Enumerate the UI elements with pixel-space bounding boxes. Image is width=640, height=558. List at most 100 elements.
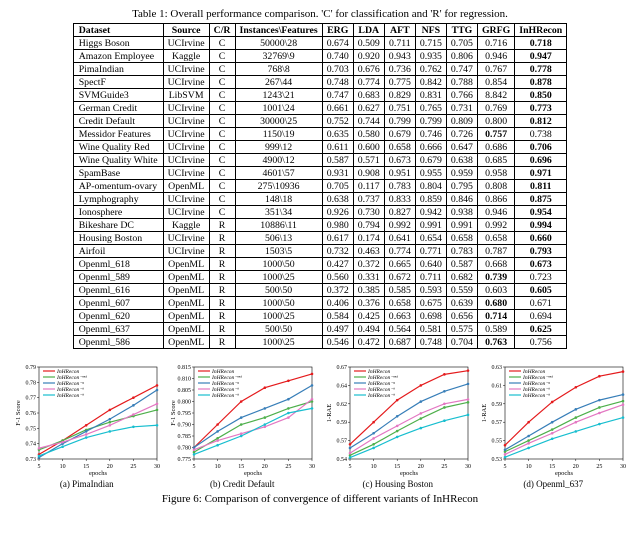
table-row: Housing BostonUCIrvineR506\130.6170.1740…: [73, 232, 567, 245]
table-cell: UCIrvine: [163, 167, 209, 180]
table-cell: 0.580: [353, 128, 384, 141]
table-cell: 0.765: [415, 102, 446, 115]
svg-text:20: 20: [262, 464, 268, 470]
svg-text:30: 30: [465, 464, 471, 470]
table-cell: 0.671: [515, 297, 567, 310]
table-cell: R: [209, 271, 235, 284]
table-row: Openml_637OpenMLR500\500.4970.4940.5640.…: [73, 323, 567, 336]
svg-text:20: 20: [573, 464, 579, 470]
table-cell: 30000\25: [235, 115, 322, 128]
table-cell: Kaggle: [163, 219, 209, 232]
table-cell: 0.639: [446, 297, 477, 310]
table-cell: 0.762: [415, 63, 446, 76]
table-cell: 0.647: [446, 141, 477, 154]
table-cell: 1000\25: [235, 336, 322, 349]
table-row: Openml_616OpenMLR500\500.3720.3850.5850.…: [73, 284, 567, 297]
table-cell: 0.732: [322, 245, 353, 258]
table-cell: 0.640: [415, 258, 446, 271]
col-header: ERG: [322, 24, 353, 37]
table-cell: UCIrvine: [163, 102, 209, 115]
svg-text:epochs: epochs: [400, 470, 419, 477]
table-cell: Bikeshare DC: [73, 219, 163, 232]
table-cell: C: [209, 154, 235, 167]
svg-text:25: 25: [130, 464, 136, 470]
svg-text:1-RAE: 1-RAE: [481, 404, 488, 422]
table-cell: 0.673: [384, 154, 415, 167]
table-cell: Amazon Employee: [73, 50, 163, 63]
table-cell: Wine Quality Red: [73, 141, 163, 154]
col-header: InHRecon: [515, 24, 567, 37]
table-cell: 0.812: [515, 115, 567, 128]
table-cell: Housing Boston: [73, 232, 163, 245]
table-cell: 0.757: [477, 128, 514, 141]
svg-text:epochs: epochs: [555, 470, 574, 477]
table-cell: C: [209, 193, 235, 206]
table-cell: 0.920: [353, 50, 384, 63]
table-cell: 0.658: [384, 297, 415, 310]
table-cell: 0.385: [353, 284, 384, 297]
table-cell: UCIrvine: [163, 232, 209, 245]
table-cell: SVMGuide3: [73, 89, 163, 102]
table-cell: 0.958: [477, 167, 514, 180]
table-cell: 0.752: [322, 115, 353, 128]
table-cell: 0.694: [515, 310, 567, 323]
table-cell: 0.559: [446, 284, 477, 297]
table-row: Openml_620OpenMLR1000\250.5840.4250.6630…: [73, 310, 567, 323]
table-cell: Openml_616: [73, 284, 163, 297]
table-cell: 0.992: [477, 219, 514, 232]
chart: 0.7750.7800.7850.7900.7950.8000.8050.810…: [168, 361, 318, 489]
table-cell: 0.625: [515, 323, 567, 336]
table-row: Messidor FeaturesUCIrvineC1150\190.6350.…: [73, 128, 567, 141]
table-cell: 0.748: [322, 76, 353, 89]
table-cell: 148\18: [235, 193, 322, 206]
table-cell: C: [209, 89, 235, 102]
table-cell: 0.581: [415, 323, 446, 336]
table-cell: 10886\11: [235, 219, 322, 232]
table-row: Openml_586OpenMLR1000\250.5460.4720.6870…: [73, 336, 567, 349]
table-cell: Openml_620: [73, 310, 163, 323]
table-cell: 0.739: [477, 271, 514, 284]
table-cell: OpenML: [163, 180, 209, 193]
table-cell: Openml_637: [73, 323, 163, 336]
svg-text:10: 10: [59, 464, 65, 470]
table-cell: 0.560: [322, 271, 353, 284]
table-cell: 0.726: [446, 128, 477, 141]
table-cell: 0.992: [384, 219, 415, 232]
table-cell: 0.747: [446, 63, 477, 76]
table-cell: 0.372: [353, 258, 384, 271]
table-cell: 0.850: [515, 89, 567, 102]
table-cell: 0.571: [353, 154, 384, 167]
svg-text:30: 30: [309, 464, 315, 470]
table-cell: 0.427: [322, 258, 353, 271]
table-cell: 0.656: [446, 310, 477, 323]
svg-text:0.53: 0.53: [492, 457, 503, 463]
table-cell: 0.666: [415, 141, 446, 154]
table-cell: 0.587: [322, 154, 353, 167]
table-cell: R: [209, 336, 235, 349]
svg-text:30: 30: [154, 464, 160, 470]
svg-text:0.810: 0.810: [178, 377, 192, 383]
table-cell: 1000\50: [235, 258, 322, 271]
table-cell: 267\44: [235, 76, 322, 89]
table-cell: PimaIndian: [73, 63, 163, 76]
table-cell: 0.746: [415, 128, 446, 141]
table-cell: 0.833: [384, 193, 415, 206]
table-cell: 0.497: [322, 323, 353, 336]
table-cell: 0.774: [353, 76, 384, 89]
table-cell: C: [209, 128, 235, 141]
chart: 0.730.740.750.760.770.780.7951015202530e…: [12, 361, 162, 489]
table-cell: 0.736: [384, 63, 415, 76]
table-cell: R: [209, 232, 235, 245]
table-cell: 0.866: [477, 193, 514, 206]
svg-text:0.805: 0.805: [178, 388, 192, 394]
table-cell: 0.809: [446, 115, 477, 128]
table-cell: 0.658: [384, 141, 415, 154]
table-cell: 0.406: [322, 297, 353, 310]
table-cell: 0.716: [477, 37, 514, 50]
table-cell: R: [209, 219, 235, 232]
table-cell: 0.951: [384, 167, 415, 180]
table-cell: OpenML: [163, 310, 209, 323]
table-cell: 999\12: [235, 141, 322, 154]
table-row: Wine Quality RedUCIrvineC999\120.6110.60…: [73, 141, 567, 154]
svg-text:0.815: 0.815: [178, 365, 192, 371]
